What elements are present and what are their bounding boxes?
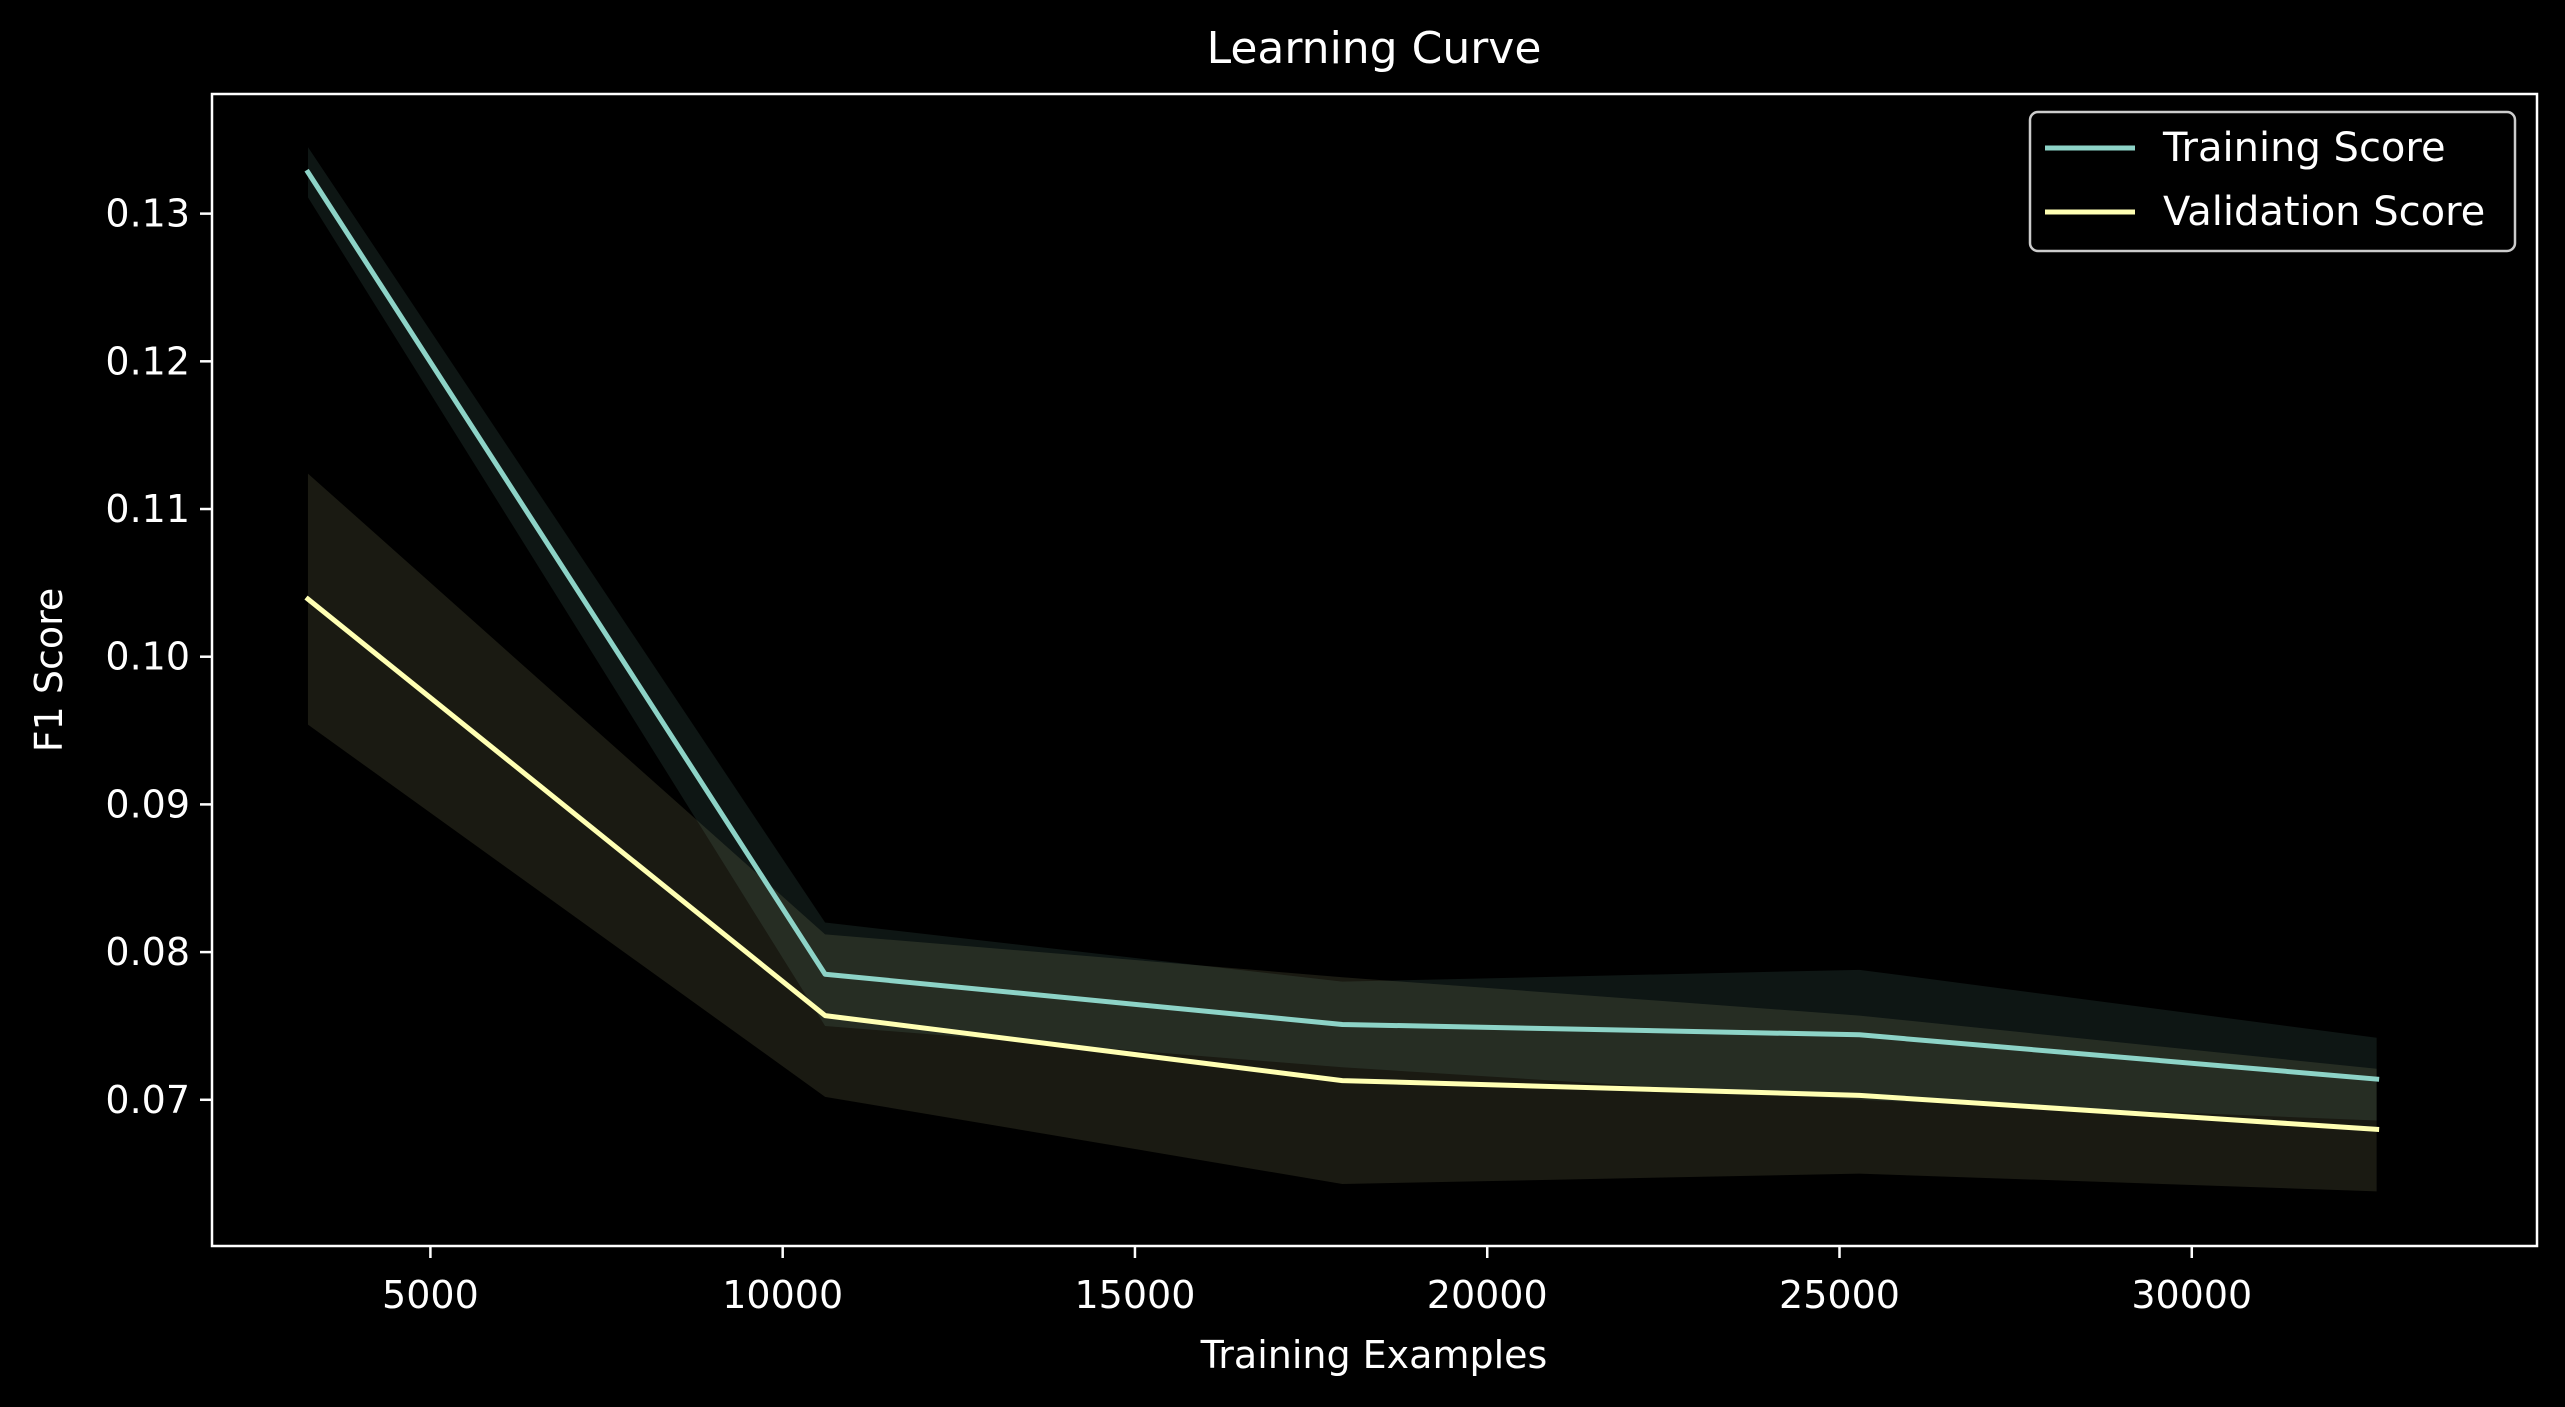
legend-box [2028,110,2517,253]
legend-label-validation-score: Validation Score [2163,189,2485,235]
x-tick-label: 5000 [382,1273,479,1317]
band-training-score [307,147,2377,1121]
y-tick-label: 0.10 [105,635,190,679]
x-axis-ticks: 5000 10000 15000 20000 25000 30000 [382,1246,2252,1317]
series-lines [304,168,2380,1132]
series-line-training-score [304,168,2380,1082]
x-axis-label: Training Examples [1200,1333,1548,1377]
y-tick-label: 0.09 [105,782,190,826]
legend-label-training-score: Training Score [2162,125,2446,171]
y-axis-ticks: 0.07 0.08 0.09 0.10 0.11 0.12 0.13 [105,192,212,1122]
x-tick-label: 25000 [1779,1273,1900,1317]
y-axis-label: F1 Score [27,588,71,753]
x-tick-label: 30000 [2131,1273,2252,1317]
y-tick-label: 0.07 [105,1078,190,1122]
series-line-validation-score [304,595,2380,1132]
chart-title: Learning Curve [1207,23,1542,74]
x-tick-label: 20000 [1427,1273,1548,1317]
plot-frame [210,92,2539,1248]
confidence-bands [307,147,2377,1192]
band-validation-score [307,473,2377,1192]
y-tick-label: 0.08 [105,930,190,974]
x-tick-label: 10000 [722,1273,843,1317]
y-tick-label: 0.11 [105,487,190,531]
y-tick-label: 0.13 [105,192,190,236]
legend: Training Score Validation Score [2028,110,2517,253]
y-tick-label: 0.12 [105,339,190,383]
x-tick-label: 15000 [1075,1273,1196,1317]
